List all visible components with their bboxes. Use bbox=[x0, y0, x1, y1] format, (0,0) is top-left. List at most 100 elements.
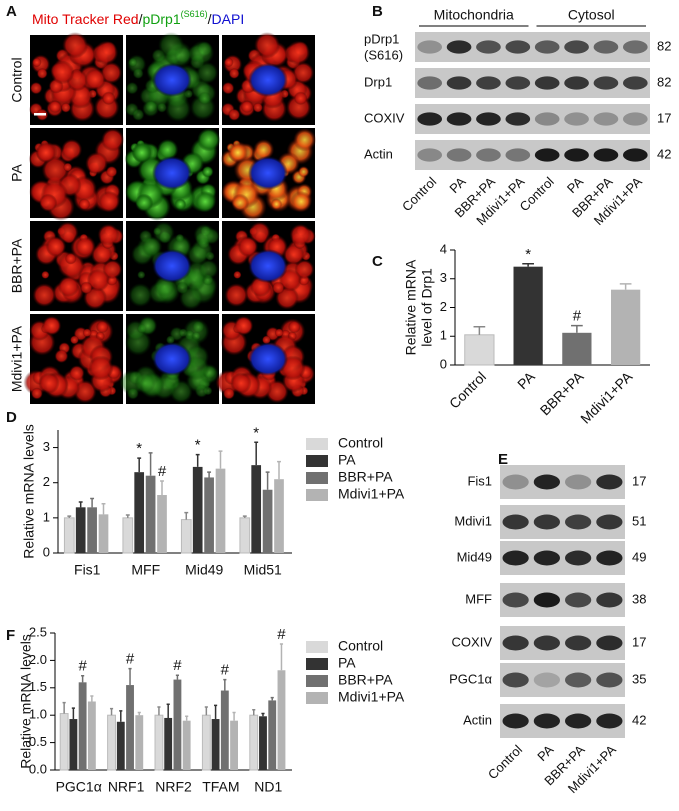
bar bbox=[611, 289, 641, 365]
x-tick-label: PGC1α bbox=[56, 779, 102, 795]
stain bbox=[152, 221, 175, 244]
stain bbox=[221, 81, 235, 95]
band bbox=[596, 672, 623, 688]
stain bbox=[193, 223, 216, 246]
stain bbox=[48, 100, 62, 114]
legend-label: Mdivi1+PA bbox=[338, 689, 405, 705]
blot-label: COXIV bbox=[452, 634, 493, 649]
stain bbox=[30, 387, 43, 400]
blot-size: 35 bbox=[632, 671, 646, 686]
stain bbox=[88, 355, 114, 381]
band bbox=[533, 550, 560, 566]
error-bar bbox=[252, 708, 256, 716]
title-part: DAPI bbox=[212, 11, 245, 27]
error-bar bbox=[207, 471, 212, 478]
x-tick-label: Mid51 bbox=[244, 562, 282, 578]
x-tick-label: NRF2 bbox=[155, 779, 192, 795]
error-bar bbox=[185, 715, 189, 721]
band bbox=[596, 592, 623, 608]
stain bbox=[125, 81, 139, 95]
bar bbox=[274, 479, 284, 553]
bar bbox=[59, 713, 69, 771]
band bbox=[417, 112, 443, 126]
x-tick-label: TFAM bbox=[202, 779, 239, 795]
nucleus bbox=[152, 342, 192, 376]
stain bbox=[75, 236, 95, 257]
band bbox=[502, 592, 529, 608]
bar bbox=[173, 679, 182, 770]
legend-label: Mdivi1+PA bbox=[338, 486, 405, 502]
bar bbox=[220, 690, 229, 770]
error-bar bbox=[157, 706, 161, 716]
panel-letter: D bbox=[6, 409, 17, 426]
error-bar bbox=[223, 678, 227, 691]
bar bbox=[75, 507, 86, 553]
title-part: / bbox=[139, 11, 143, 27]
stain bbox=[56, 221, 79, 244]
annotation: * bbox=[136, 440, 142, 457]
stain bbox=[156, 102, 168, 113]
annotation: * bbox=[253, 424, 259, 441]
lane-label: PA bbox=[446, 174, 468, 196]
stain bbox=[231, 193, 250, 212]
x-tick-label: Mdivi1+PA bbox=[577, 368, 636, 427]
error-bar bbox=[184, 511, 189, 520]
stain bbox=[197, 91, 212, 106]
error-bar bbox=[571, 324, 583, 333]
band bbox=[533, 713, 560, 729]
blot-label: MFF bbox=[465, 591, 492, 606]
stain bbox=[227, 142, 248, 163]
band bbox=[593, 112, 619, 126]
stain bbox=[36, 67, 48, 80]
stain bbox=[290, 190, 313, 213]
legend-swatch bbox=[306, 455, 328, 467]
stain bbox=[230, 372, 252, 394]
legend-swatch bbox=[306, 489, 328, 501]
blot-size: 17 bbox=[632, 634, 646, 649]
bar bbox=[211, 719, 220, 770]
stain bbox=[45, 236, 67, 257]
micrograph bbox=[119, 314, 219, 404]
band bbox=[505, 148, 531, 162]
y-tick-label: 1.5 bbox=[29, 679, 47, 694]
bar bbox=[230, 720, 238, 770]
band bbox=[505, 40, 531, 54]
band bbox=[596, 514, 623, 530]
stain bbox=[132, 108, 145, 121]
y-tick-label: 2.5 bbox=[29, 624, 47, 639]
error-bar bbox=[62, 701, 66, 714]
bar bbox=[107, 714, 116, 771]
legend-label: Control bbox=[338, 435, 383, 451]
stain bbox=[175, 281, 189, 295]
y-axis-label: Relative mRNA bbox=[403, 259, 419, 355]
micrograph bbox=[28, 128, 125, 221]
bar bbox=[277, 670, 286, 770]
micrograph bbox=[30, 221, 124, 311]
y-axis-label: level of Drp1 bbox=[419, 268, 435, 347]
band bbox=[565, 672, 592, 688]
blot-size: 17 bbox=[657, 110, 671, 125]
error-bar bbox=[81, 674, 85, 683]
band bbox=[502, 474, 529, 490]
group-label: Cytosol bbox=[568, 7, 615, 23]
stain bbox=[95, 320, 109, 334]
annotation: # bbox=[126, 651, 135, 668]
blot-label: Mid49 bbox=[457, 549, 492, 564]
bar bbox=[134, 472, 145, 553]
y-tick-label: 0.0 bbox=[29, 761, 47, 776]
group-label: Mitochondria bbox=[434, 7, 514, 23]
bar bbox=[63, 517, 75, 554]
stain bbox=[135, 193, 154, 212]
stain bbox=[240, 100, 254, 114]
annotation: # bbox=[221, 662, 230, 679]
band bbox=[534, 40, 560, 54]
stain bbox=[287, 320, 301, 334]
blot-label: Mdivi1 bbox=[454, 513, 492, 528]
blot-label: pDrp1 bbox=[364, 31, 399, 46]
band bbox=[476, 112, 501, 126]
blot-size: 49 bbox=[632, 549, 646, 564]
band bbox=[564, 148, 589, 162]
stain bbox=[194, 190, 217, 213]
micrograph bbox=[23, 314, 123, 404]
y-tick-label: 3 bbox=[440, 270, 447, 285]
